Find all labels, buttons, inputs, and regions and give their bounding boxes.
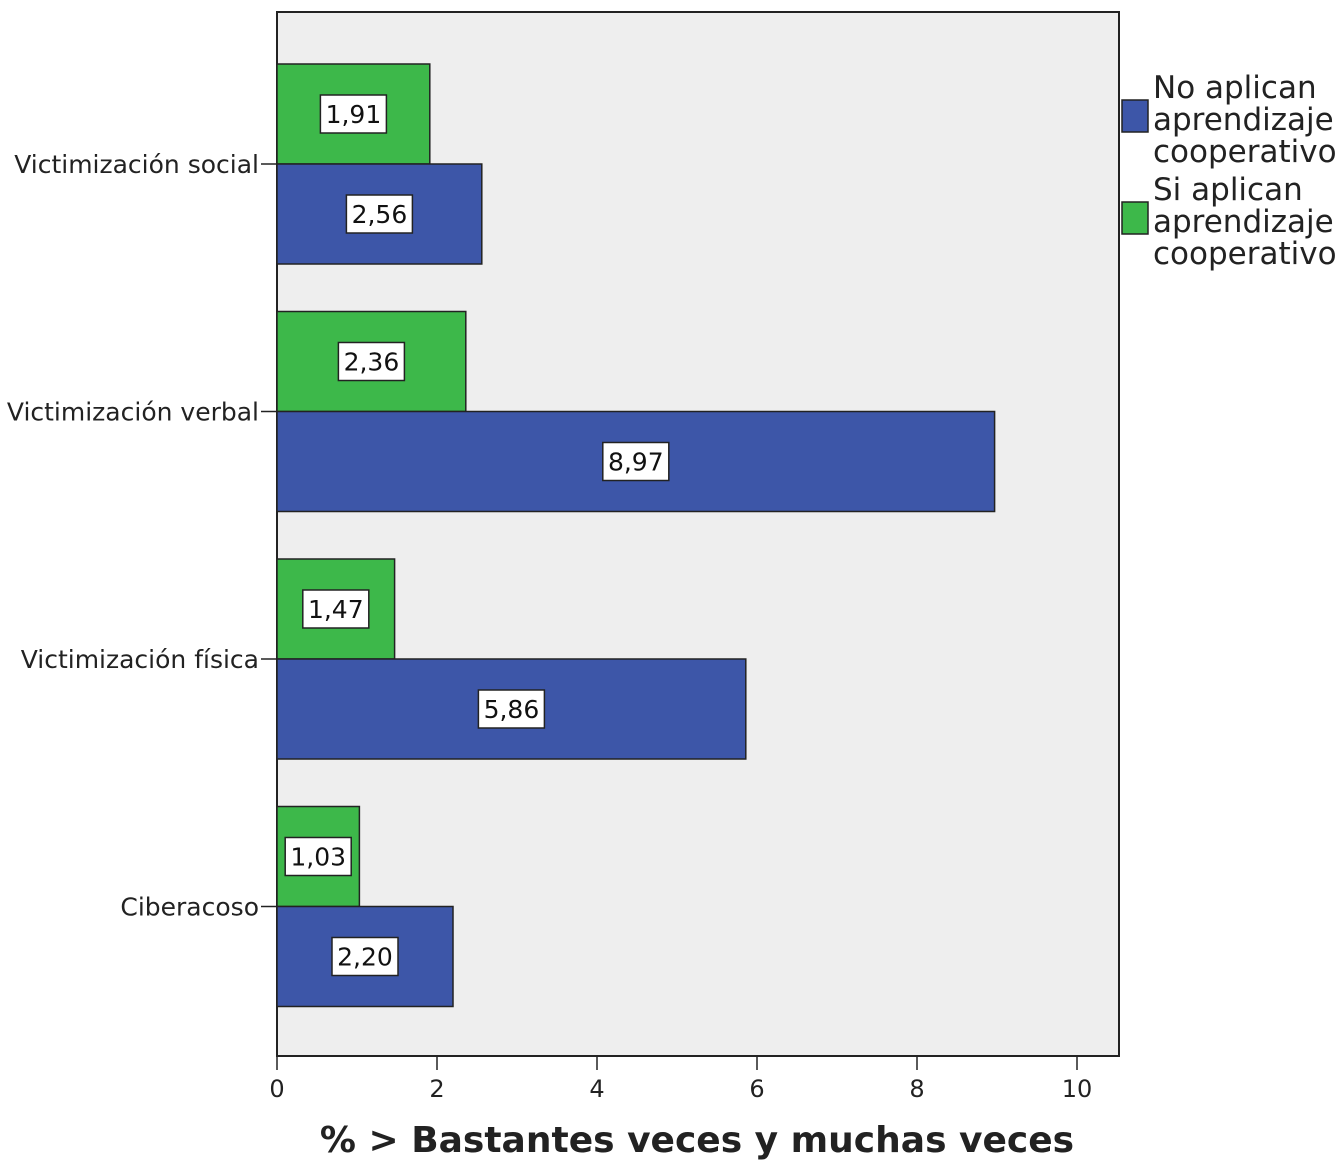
data-label: 1,91 [326, 100, 382, 129]
data-label: 5,86 [484, 695, 540, 724]
bars-group: 1,91 2,56 2,36 8,97 1,47 5,86 1,03 2,20 [276, 63, 996, 1008]
legend-label-line: aprendizaje [1153, 204, 1334, 240]
category-label: Ciberacoso [120, 893, 259, 922]
data-label-box [284, 836, 352, 877]
data-label: 1,03 [290, 843, 346, 872]
category-label: Victimización social [14, 150, 259, 179]
data-label-box [345, 194, 414, 234]
x-tick-label: 8 [909, 1075, 924, 1103]
x-tick-label: 10 [1062, 1075, 1093, 1103]
legend-label-line: cooperativo [1153, 236, 1336, 272]
data-label: 2,36 [344, 348, 400, 377]
data-label-box [602, 441, 670, 482]
legend-swatch [1121, 201, 1149, 235]
category-label: Victimización física [21, 645, 259, 674]
legend-label: No aplican aprendizaje cooperativo [1153, 70, 1336, 170]
category-label: Victimización verbal [7, 398, 259, 427]
legend-label: Si aplican aprendizaje cooperativo [1153, 172, 1336, 272]
data-label-box [319, 94, 388, 134]
legend-label-line: Si aplican [1153, 172, 1303, 208]
legend-swatch [1121, 99, 1149, 133]
data-label: 2,20 [337, 943, 393, 972]
x-tick-label: 6 [749, 1075, 764, 1103]
data-label-box [302, 589, 370, 629]
x-tick-label: 2 [429, 1075, 444, 1103]
legend-label-line: No aplican [1153, 70, 1317, 106]
data-label-box [331, 936, 399, 977]
legend-label-line: cooperativo [1153, 134, 1336, 170]
x-tick-label: 4 [589, 1075, 604, 1103]
x-axis: 0 2 4 6 8 10 [269, 1056, 1092, 1103]
data-label: 2,56 [352, 200, 408, 229]
x-tick-label: 0 [269, 1075, 284, 1103]
legend-label-line: aprendizaje [1153, 102, 1334, 138]
data-label: 8,97 [608, 448, 664, 477]
x-axis-title: % > Bastantes veces y muchas veces [320, 1120, 1074, 1161]
category-axis: Victimización social Victimización verbal… [7, 150, 277, 922]
data-label-box [337, 341, 406, 382]
data-label-box [477, 689, 546, 729]
data-label: 1,47 [308, 595, 364, 624]
